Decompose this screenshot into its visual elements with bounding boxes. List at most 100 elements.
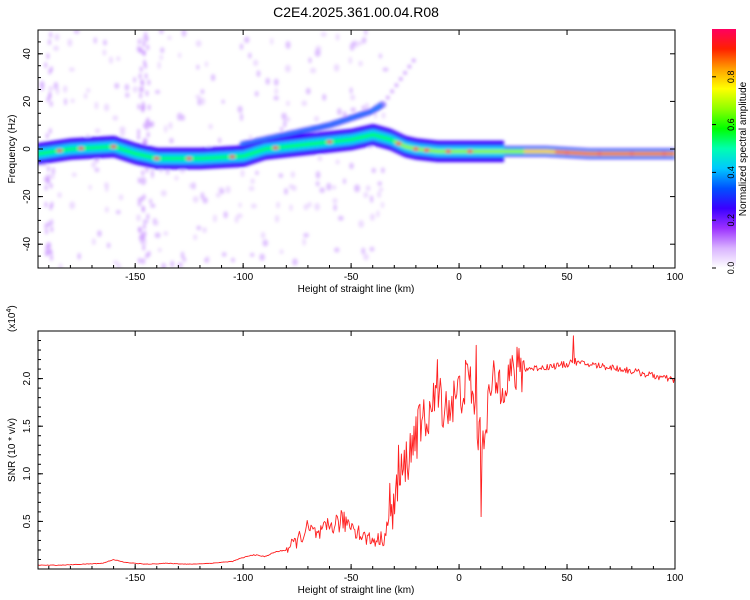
spectrogram-noise-speckle — [292, 258, 298, 266]
spectrogram-x-tick-label: -150 — [125, 272, 145, 283]
spectrogram-band-core — [171, 156, 175, 161]
spectrogram-noise-speckle — [164, 125, 168, 133]
spectrogram-hotspot — [186, 156, 193, 161]
spectrogram-band-core — [62, 148, 67, 152]
spectrogram-band-core — [220, 155, 225, 160]
spectrogram-noise-speckle — [307, 201, 312, 208]
spectrogram-band-core — [88, 146, 93, 150]
spectrogram-band-core — [314, 141, 318, 146]
spectrogram-hotspot — [445, 149, 452, 153]
spectrogram-noise-speckle — [256, 70, 261, 77]
spectrogram-noise-speckle — [195, 94, 201, 99]
spectrogram-band-core — [145, 154, 150, 159]
colorbar-label: Normalized spectral amplitude — [738, 81, 749, 216]
spectrogram-band-peak — [583, 152, 587, 155]
spectrogram-noise-speckle — [286, 100, 290, 107]
colorbar-tick-label: 0.2 — [726, 214, 736, 227]
spectrogram-noise-speckle — [177, 261, 183, 268]
spectrogram-noise-speckle — [204, 258, 208, 263]
spectrogram-band-core — [135, 152, 139, 156]
spectrogram-noise-speckle — [225, 185, 231, 194]
spectrogram-noise-speckle — [314, 49, 321, 57]
spectrogram-band-core — [456, 149, 460, 154]
spectrogram-hotspot — [412, 147, 419, 151]
spectrogram-noise-speckle — [113, 260, 119, 265]
snr-series-line — [38, 335, 675, 566]
spectrogram-noise-speckle — [50, 218, 54, 226]
spectrogram-band-peak — [573, 151, 577, 155]
spectrogram-band-core — [205, 156, 209, 161]
spectrogram-branch-faint — [398, 77, 403, 82]
spectrogram-noise-speckle — [180, 251, 185, 260]
snr-panel: -150 -100 -50 0 50 100 0.5 1.0 1.5 2.0 (x104) He… — [6, 305, 684, 596]
spectrogram-y-tick-label: -40 — [22, 237, 33, 252]
spectrogram-band-core — [311, 141, 315, 146]
spectrogram-noise-speckle — [348, 56, 353, 65]
spectrogram-band-core — [386, 136, 391, 141]
spectrogram-band-core — [238, 154, 243, 159]
spectrogram-hotspot — [466, 149, 473, 153]
spectrogram-band-core — [464, 149, 468, 154]
spectrogram-streak — [48, 68, 52, 75]
snr-scale-label: (x104) — [6, 305, 18, 332]
spectrogram-band-core — [249, 151, 253, 156]
spectrogram-band-core — [117, 146, 121, 151]
figure-title: C2E4.2025.361.00.04.R08 — [273, 4, 439, 20]
spectrogram-panel: -150 -100 -50 0 50 100 -40 -20 0 20 40 Height of … — [7, 29, 684, 295]
spectrogram-band-peak — [580, 152, 585, 155]
spectrogram-band-peak — [604, 152, 608, 155]
spectrogram-noise-speckle — [63, 98, 68, 106]
spectrogram-band-core — [319, 140, 323, 145]
spectrogram-noise-speckle — [137, 202, 142, 207]
spectrogram-band-core — [549, 149, 554, 154]
spectrogram-noise-speckle — [361, 247, 366, 255]
spectrogram-noise-speckle — [265, 77, 271, 85]
spectrogram-noise-speckle — [157, 247, 162, 253]
spectrogram-band-peak — [609, 152, 613, 155]
spectrogram-band-core — [41, 151, 46, 155]
spectrogram-noise-speckle — [363, 192, 369, 199]
spectrogram-band-core — [277, 145, 282, 150]
spectrogram-band-peak — [601, 152, 606, 155]
spectrogram-noise-speckle — [377, 191, 382, 198]
spectrogram-band-core — [132, 151, 137, 156]
spectrogram-band-core — [288, 144, 292, 149]
spectrogram-streak — [137, 128, 141, 135]
spectrogram-noise-speckle — [94, 101, 99, 110]
spectrogram-streak — [137, 177, 141, 184]
spectrogram-noise-speckle — [208, 123, 213, 130]
spectrogram-y-tick-label: 40 — [22, 48, 33, 60]
spectrogram-noise-speckle — [181, 114, 185, 121]
spectrogram-band-core — [365, 134, 370, 138]
spectrogram-noise-speckle — [140, 177, 147, 186]
spectrogram-noise-speckle — [88, 184, 92, 190]
spectrogram-band-peak — [661, 152, 665, 155]
spectrogram-band-core — [394, 140, 398, 145]
spectrogram-noise-speckle — [262, 239, 269, 247]
spectrogram-noise-speckle — [55, 86, 60, 95]
spectrogram-band-peak — [627, 152, 631, 155]
spectrogram-noise-speckle — [333, 64, 340, 72]
spectrogram-noise-speckle — [91, 161, 97, 169]
spectrogram-noise-speckle — [270, 37, 274, 45]
spectrogram-noise-speckle — [141, 238, 147, 246]
spectrogram-streak — [146, 213, 150, 220]
spectrogram-noise-speckle — [303, 232, 309, 238]
colorbar-gradient — [712, 29, 736, 268]
snr-y-tick-label: 2.0 — [22, 371, 33, 385]
spectrogram-noise-speckle — [97, 230, 102, 237]
spectrogram-noise-speckle — [118, 194, 124, 201]
spectrogram-band-core — [75, 146, 80, 151]
spectrogram-band-core — [485, 149, 489, 154]
spectrogram-band-core — [487, 149, 492, 154]
spectrogram-noise-speckle — [310, 67, 317, 74]
spectrogram-streak — [47, 221, 51, 228]
spectrogram-band-peak — [570, 151, 574, 155]
spectrogram-band-core — [130, 150, 134, 155]
spectrogram-noise-speckle — [93, 37, 97, 44]
spectrogram-band-core — [293, 143, 297, 148]
spectrogram-streak — [49, 100, 53, 107]
spectrogram-noise-speckle — [53, 45, 59, 52]
spectrogram-band-core — [54, 149, 59, 153]
spectrogram-noise-speckle — [51, 167, 56, 175]
